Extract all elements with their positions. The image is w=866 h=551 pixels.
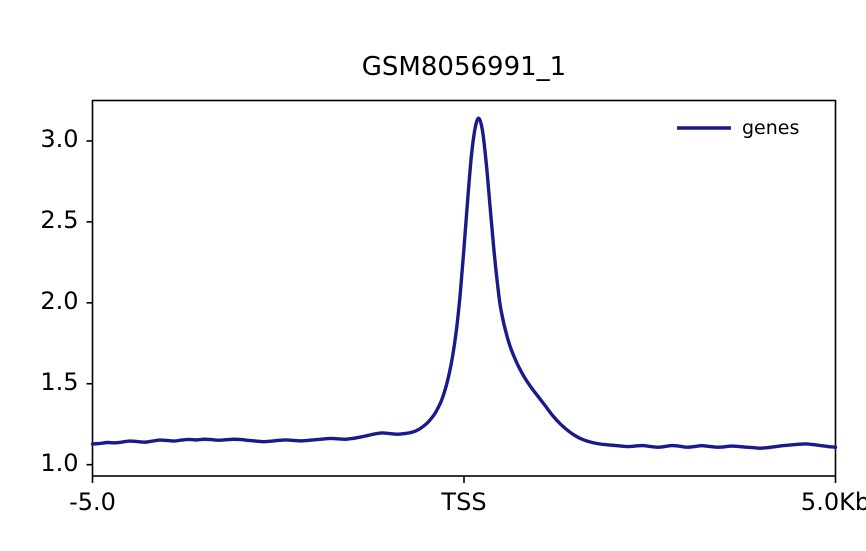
y-axis-ticks	[86, 140, 93, 466]
legend-item-label: genes	[742, 117, 800, 139]
y-tick-label: 1.5	[40, 367, 79, 396]
x-axis-ticks	[91, 476, 837, 483]
axes-frame	[91, 99, 837, 477]
line-series-genes	[90, 116, 838, 450]
y-tick-label: 3.0	[40, 124, 79, 153]
y-tick-label: 1.0	[40, 448, 79, 477]
y-tick-label: 2.0	[40, 286, 79, 315]
x-tick-label: -5.0	[69, 488, 116, 516]
x-tick-label: TSS	[441, 488, 487, 516]
y-tick-label: 2.5	[40, 205, 79, 234]
x-tick-label: 5.0Kb	[800, 488, 866, 516]
chart-title: GSM8056991_1	[361, 52, 567, 82]
